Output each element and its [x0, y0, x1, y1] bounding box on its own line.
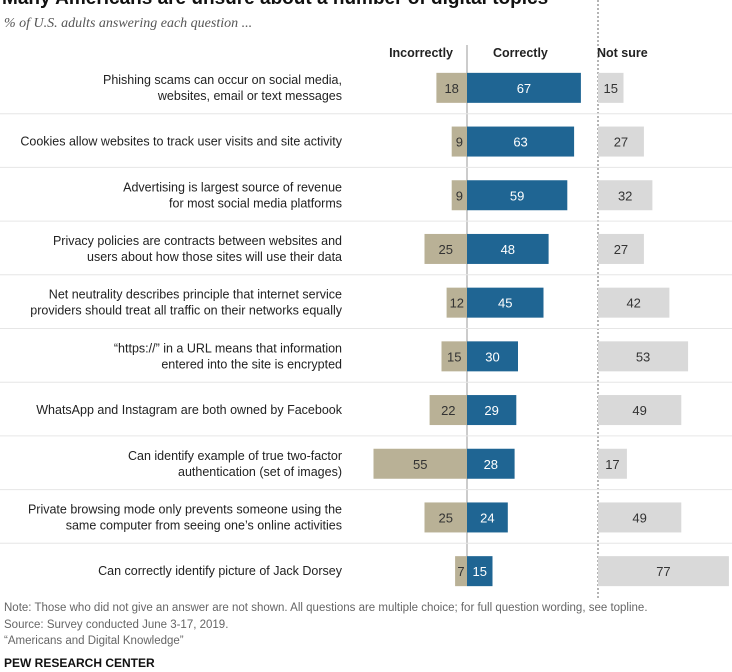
value-label-incorrectly: 12 — [450, 296, 464, 311]
value-label-not-sure: 32 — [618, 188, 632, 203]
bar-not-sure — [598, 287, 670, 318]
bar-not-sure — [598, 233, 644, 264]
category-label: providers should treat all traffic on th… — [30, 304, 342, 318]
category-label: “https://” in a URL means that informati… — [114, 341, 342, 355]
category-label: websites, email or text messages — [157, 89, 342, 103]
category-label: Net neutrality describes principle that … — [49, 288, 342, 302]
bar-incorrectly — [424, 502, 467, 533]
value-label-correctly: 15 — [473, 564, 487, 579]
bar-correctly — [467, 395, 517, 426]
category-label: Cookies allow websites to track user vis… — [20, 135, 342, 149]
value-label-incorrectly: 9 — [456, 135, 463, 150]
chart-subtitle: % of U.S. adults answering each question… — [4, 16, 253, 31]
bar-correctly — [467, 448, 515, 479]
value-label-correctly: 28 — [484, 457, 498, 472]
bar-incorrectly — [446, 287, 467, 318]
footer-report: “Americans and Digital Knowledge” — [4, 635, 184, 647]
bar-not-sure — [598, 180, 653, 211]
bar-incorrectly — [441, 341, 467, 372]
value-label-correctly: 59 — [510, 188, 524, 203]
bar-chart: Incorrectly Correctly Not sure Phishing sca… — [0, 0, 732, 600]
bar-incorrectly — [429, 395, 467, 426]
value-label-not-sure: 53 — [636, 349, 650, 364]
category-label: users about how those sites will use the… — [87, 250, 342, 264]
value-label-incorrectly: 55 — [413, 457, 427, 472]
value-label-incorrectly: 22 — [441, 403, 455, 418]
value-label-not-sure: 49 — [632, 403, 646, 418]
bar-incorrectly — [451, 126, 467, 157]
bar-correctly — [467, 72, 581, 103]
bar-not-sure — [598, 502, 682, 533]
bar-not-sure — [598, 126, 644, 157]
bar-not-sure — [598, 448, 627, 479]
bar-correctly — [467, 126, 575, 157]
bar-incorrectly — [373, 448, 467, 479]
bar-correctly — [467, 287, 544, 318]
value-label-incorrectly: 15 — [447, 349, 461, 364]
footer-note: Note: Those who did not give an answer a… — [4, 602, 648, 614]
value-label-correctly: 48 — [501, 242, 515, 257]
value-label-not-sure: 17 — [605, 457, 619, 472]
legend-incorrectly: Incorrectly — [389, 46, 453, 60]
bar-correctly — [467, 556, 493, 587]
bar-not-sure — [598, 341, 689, 372]
value-label-not-sure: 77 — [656, 564, 670, 579]
category-label: authentication (set of images) — [178, 465, 342, 479]
value-label-incorrectly: 25 — [439, 510, 453, 525]
category-label: Can identify example of true two-factor — [128, 449, 342, 463]
value-label-correctly: 29 — [484, 403, 498, 418]
category-label: entered into the site is encrypted — [161, 357, 342, 371]
bar-correctly — [467, 341, 518, 372]
value-label-correctly: 63 — [513, 135, 527, 150]
value-label-not-sure: 27 — [614, 135, 628, 150]
value-label-correctly: 24 — [480, 510, 494, 525]
category-label: WhatsApp and Instagram are both owned by… — [36, 403, 342, 417]
category-label: Phishing scams can occur on social media… — [103, 73, 342, 87]
footer-source: Source: Survey conducted June 3-17, 2019… — [4, 619, 229, 631]
bar-correctly — [467, 502, 508, 533]
bar-incorrectly — [436, 72, 467, 103]
category-label: for most social media platforms — [169, 196, 342, 210]
brand-logo: PEW RESEARCH CENTER — [4, 656, 155, 670]
legend-not-sure: Not sure — [597, 46, 648, 60]
bar-not-sure — [598, 72, 624, 103]
category-label: Advertising is largest source of revenue — [123, 180, 342, 194]
value-label-correctly: 45 — [498, 296, 512, 311]
value-label-incorrectly: 18 — [444, 81, 458, 96]
value-label-not-sure: 49 — [632, 510, 646, 525]
value-label-incorrectly: 9 — [456, 188, 463, 203]
value-label-incorrectly: 25 — [439, 242, 453, 257]
bar-correctly — [467, 180, 568, 211]
value-label-correctly: 67 — [517, 81, 531, 96]
legend-correctly: Correctly — [493, 46, 548, 60]
value-label-not-sure: 27 — [614, 242, 628, 257]
category-label: Privacy policies are contracts between w… — [53, 234, 342, 248]
category-label: Can correctly identify picture of Jack D… — [98, 564, 343, 578]
bar-correctly — [467, 233, 549, 264]
value-label-not-sure: 42 — [626, 296, 640, 311]
category-label: Private browsing mode only prevents some… — [28, 502, 342, 516]
value-label-correctly: 30 — [485, 349, 499, 364]
bar-not-sure — [598, 395, 682, 426]
value-label-incorrectly: 7 — [457, 564, 464, 579]
category-label: same computer from seeing one’s online a… — [66, 518, 342, 532]
bar-not-sure — [598, 556, 729, 587]
bar-incorrectly — [455, 556, 467, 587]
chart-title: Many Americans are unsure about a number… — [2, 0, 548, 10]
value-label-not-sure: 15 — [604, 81, 618, 96]
bar-incorrectly — [424, 233, 467, 264]
bar-incorrectly — [451, 180, 467, 211]
